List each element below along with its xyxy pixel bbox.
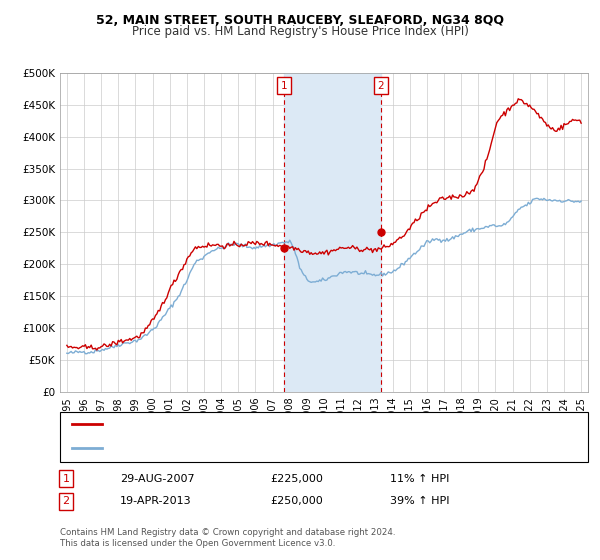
Text: Contains HM Land Registry data © Crown copyright and database right 2024.
This d: Contains HM Land Registry data © Crown c… (60, 528, 395, 548)
Text: 29-AUG-2007: 29-AUG-2007 (120, 474, 194, 484)
Text: 1: 1 (281, 81, 287, 91)
Text: 11% ↑ HPI: 11% ↑ HPI (390, 474, 449, 484)
Text: HPI: Average price, detached house, North Kesteven: HPI: Average price, detached house, Nort… (111, 443, 384, 453)
Text: 39% ↑ HPI: 39% ↑ HPI (390, 496, 449, 506)
Text: Price paid vs. HM Land Registry's House Price Index (HPI): Price paid vs. HM Land Registry's House … (131, 25, 469, 38)
Bar (284, 73, 380, 392)
Text: 52, MAIN STREET, SOUTH RAUCEBY, SLEAFORD, NG34 8QQ: 52, MAIN STREET, SOUTH RAUCEBY, SLEAFORD… (96, 14, 504, 27)
Text: 2: 2 (62, 496, 70, 506)
Text: £225,000: £225,000 (270, 474, 323, 484)
Text: 2: 2 (377, 81, 384, 91)
Text: £250,000: £250,000 (270, 496, 323, 506)
Text: 52, MAIN STREET, SOUTH RAUCEBY, SLEAFORD, NG34 8QQ (detached house): 52, MAIN STREET, SOUTH RAUCEBY, SLEAFORD… (111, 419, 513, 430)
Text: 19-APR-2013: 19-APR-2013 (120, 496, 191, 506)
Text: 1: 1 (62, 474, 70, 484)
